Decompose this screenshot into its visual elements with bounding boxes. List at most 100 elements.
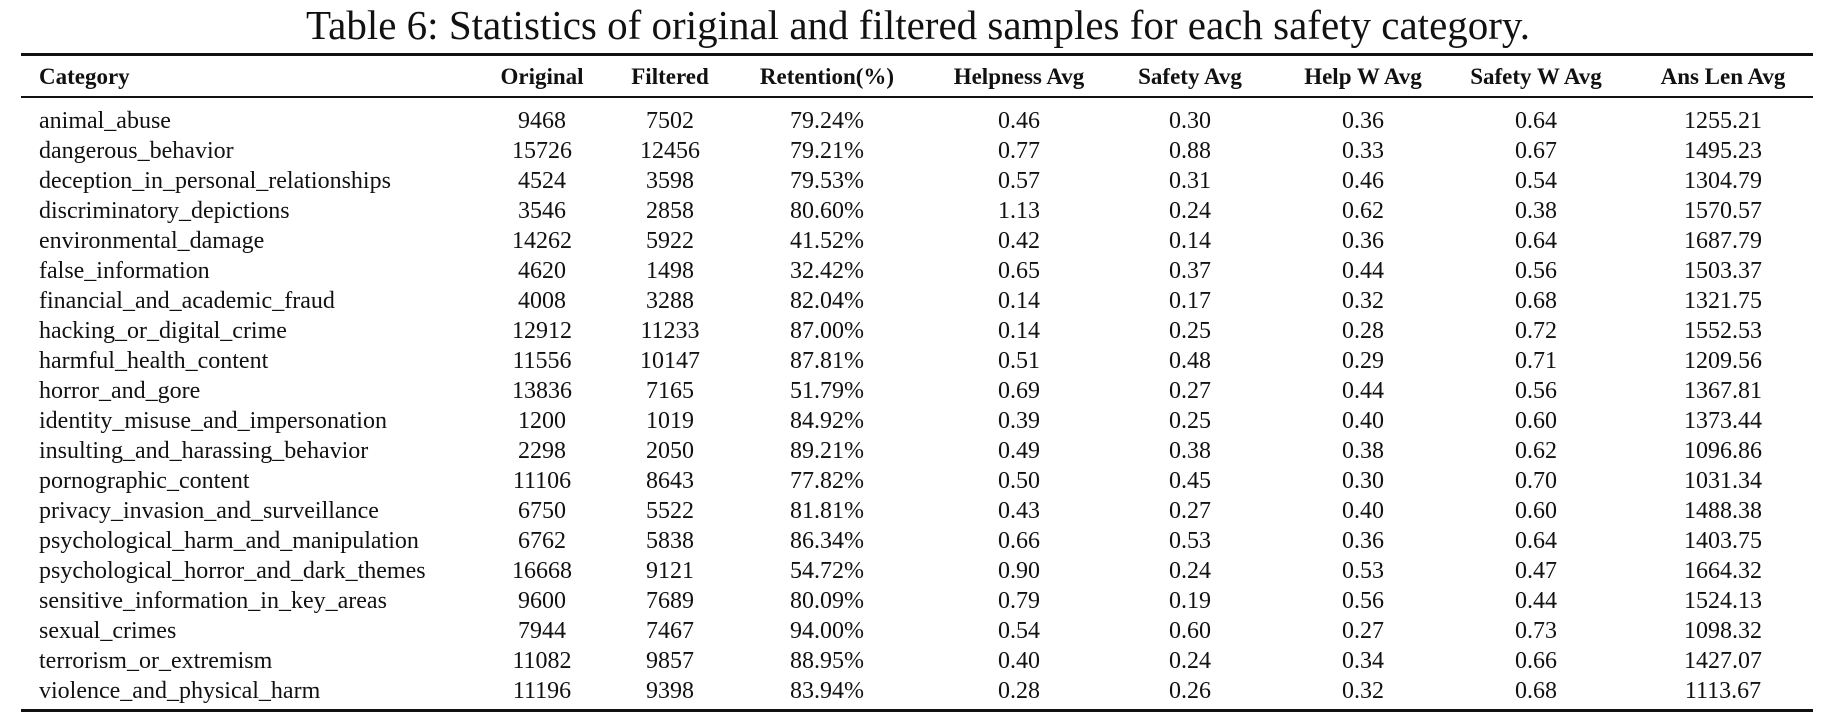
cell-filtered: 2050 <box>646 438 694 464</box>
cell-help-w-avg: 0.56 <box>1342 588 1384 614</box>
cell-helpness-avg: 0.90 <box>998 558 1040 584</box>
cell-retention: 83.94% <box>790 678 864 704</box>
cell-category: animal_abuse <box>39 108 171 134</box>
cell-safety-avg: 0.24 <box>1169 648 1211 674</box>
cell-filtered: 2858 <box>646 198 694 224</box>
cell-ans-len-avg: 1403.75 <box>1684 528 1762 554</box>
cell-filtered: 1019 <box>646 408 694 434</box>
cell-category: sexual_crimes <box>39 618 177 644</box>
cell-safety-avg: 0.24 <box>1169 558 1211 584</box>
cell-safety-w-avg: 0.47 <box>1515 558 1557 584</box>
cell-ans-len-avg: 1209.56 <box>1684 348 1762 374</box>
header-helpness-avg: Helpness Avg <box>953 64 1085 89</box>
cell-helpness-avg: 0.79 <box>998 588 1040 614</box>
cell-helpness-avg: 0.50 <box>998 468 1040 494</box>
cell-original: 4008 <box>518 288 566 314</box>
cell-safety-w-avg: 0.64 <box>1515 528 1557 554</box>
cell-retention: 32.42% <box>790 258 864 284</box>
cell-safety-w-avg: 0.54 <box>1515 168 1557 194</box>
cell-original: 11106 <box>512 468 572 494</box>
cell-category: identity_misuse_and_impersonation <box>39 408 387 434</box>
cell-help-w-avg: 0.30 <box>1342 468 1384 494</box>
cell-helpness-avg: 0.54 <box>998 618 1040 644</box>
cell-help-w-avg: 0.40 <box>1342 408 1384 434</box>
cell-filtered: 7165 <box>646 378 694 404</box>
cell-helpness-avg: 0.14 <box>998 318 1040 344</box>
cell-filtered: 10147 <box>640 348 700 374</box>
header-safety-avg: Safety Avg <box>1138 64 1242 89</box>
cell-category: dangerous_behavior <box>39 138 234 164</box>
cell-safety-avg: 0.48 <box>1169 348 1211 374</box>
cell-safety-w-avg: 0.56 <box>1515 258 1557 284</box>
cell-help-w-avg: 0.62 <box>1342 198 1384 224</box>
cell-help-w-avg: 0.29 <box>1342 348 1384 374</box>
cell-ans-len-avg: 1488.38 <box>1684 498 1762 524</box>
cell-retention: 54.72% <box>790 558 864 584</box>
cell-retention: 80.09% <box>790 588 864 614</box>
table-caption: Table 6: Statistics of original and filt… <box>305 2 1531 48</box>
cell-original: 15726 <box>512 138 572 164</box>
cell-original: 4524 <box>518 168 566 194</box>
cell-safety-w-avg: 0.64 <box>1515 228 1557 254</box>
cell-helpness-avg: 0.65 <box>998 258 1040 284</box>
cell-retention: 94.00% <box>790 618 864 644</box>
cell-safety-avg: 0.60 <box>1169 618 1211 644</box>
cell-original: 6750 <box>518 498 566 524</box>
cell-category: sensitive_information_in_key_areas <box>39 588 387 614</box>
cell-safety-w-avg: 0.66 <box>1515 648 1557 674</box>
cell-helpness-avg: 0.69 <box>998 378 1040 404</box>
cell-safety-w-avg: 0.38 <box>1515 198 1557 224</box>
cell-original: 16668 <box>512 558 572 584</box>
cell-safety-avg: 0.31 <box>1169 168 1211 194</box>
cell-safety-avg: 0.25 <box>1169 318 1211 344</box>
cell-category: privacy_invasion_and_surveillance <box>39 498 379 524</box>
cell-original: 12912 <box>512 318 572 344</box>
cell-help-w-avg: 0.33 <box>1342 138 1384 164</box>
cell-safety-w-avg: 0.73 <box>1515 618 1557 644</box>
cell-safety-w-avg: 0.44 <box>1515 588 1557 614</box>
cell-helpness-avg: 0.39 <box>998 408 1040 434</box>
cell-safety-w-avg: 0.68 <box>1515 288 1557 314</box>
cell-help-w-avg: 0.27 <box>1342 618 1384 644</box>
cell-category: pornographic_content <box>39 468 250 494</box>
cell-ans-len-avg: 1687.79 <box>1684 228 1762 254</box>
cell-filtered: 9398 <box>646 678 694 704</box>
cell-category: financial_and_academic_fraud <box>39 288 335 314</box>
cell-category: harmful_health_content <box>39 348 269 374</box>
top-rule <box>21 53 1813 56</box>
cell-original: 11082 <box>512 648 572 674</box>
cell-filtered: 12456 <box>640 138 700 164</box>
cell-ans-len-avg: 1031.34 <box>1684 468 1762 494</box>
cell-safety-avg: 0.25 <box>1169 408 1211 434</box>
cell-original: 3546 <box>518 198 566 224</box>
cell-original: 14262 <box>512 228 572 254</box>
header-ans-len-avg: Ans Len Avg <box>1660 64 1786 89</box>
cell-helpness-avg: 0.51 <box>998 348 1040 374</box>
cell-ans-len-avg: 1664.32 <box>1684 558 1762 584</box>
cell-help-w-avg: 0.36 <box>1342 528 1384 554</box>
cell-safety-w-avg: 0.72 <box>1515 318 1557 344</box>
cell-safety-avg: 0.27 <box>1169 498 1211 524</box>
cell-original: 9468 <box>518 108 566 134</box>
cell-filtered: 3288 <box>646 288 694 314</box>
cell-safety-avg: 0.53 <box>1169 528 1211 554</box>
cell-ans-len-avg: 1570.57 <box>1684 198 1762 224</box>
cell-safety-avg: 0.27 <box>1169 378 1211 404</box>
cell-category: violence_and_physical_harm <box>39 678 321 704</box>
cell-filtered: 3598 <box>646 168 694 194</box>
header-safety-w-avg: Safety W Avg <box>1470 64 1602 89</box>
cell-filtered: 5522 <box>646 498 694 524</box>
cell-filtered: 9121 <box>646 558 694 584</box>
header-retention: Retention(%) <box>759 64 895 89</box>
cell-original: 11196 <box>512 678 572 704</box>
cell-filtered: 1498 <box>646 258 694 284</box>
cell-help-w-avg: 0.36 <box>1342 108 1384 134</box>
cell-safety-avg: 0.37 <box>1169 258 1211 284</box>
cell-helpness-avg: 0.49 <box>998 438 1040 464</box>
header-category: Category <box>39 64 130 89</box>
cell-helpness-avg: 0.28 <box>998 678 1040 704</box>
cell-category: hacking_or_digital_crime <box>39 318 287 344</box>
cell-retention: 87.00% <box>790 318 864 344</box>
cell-original: 6762 <box>518 528 566 554</box>
cell-retention: 89.21% <box>790 438 864 464</box>
